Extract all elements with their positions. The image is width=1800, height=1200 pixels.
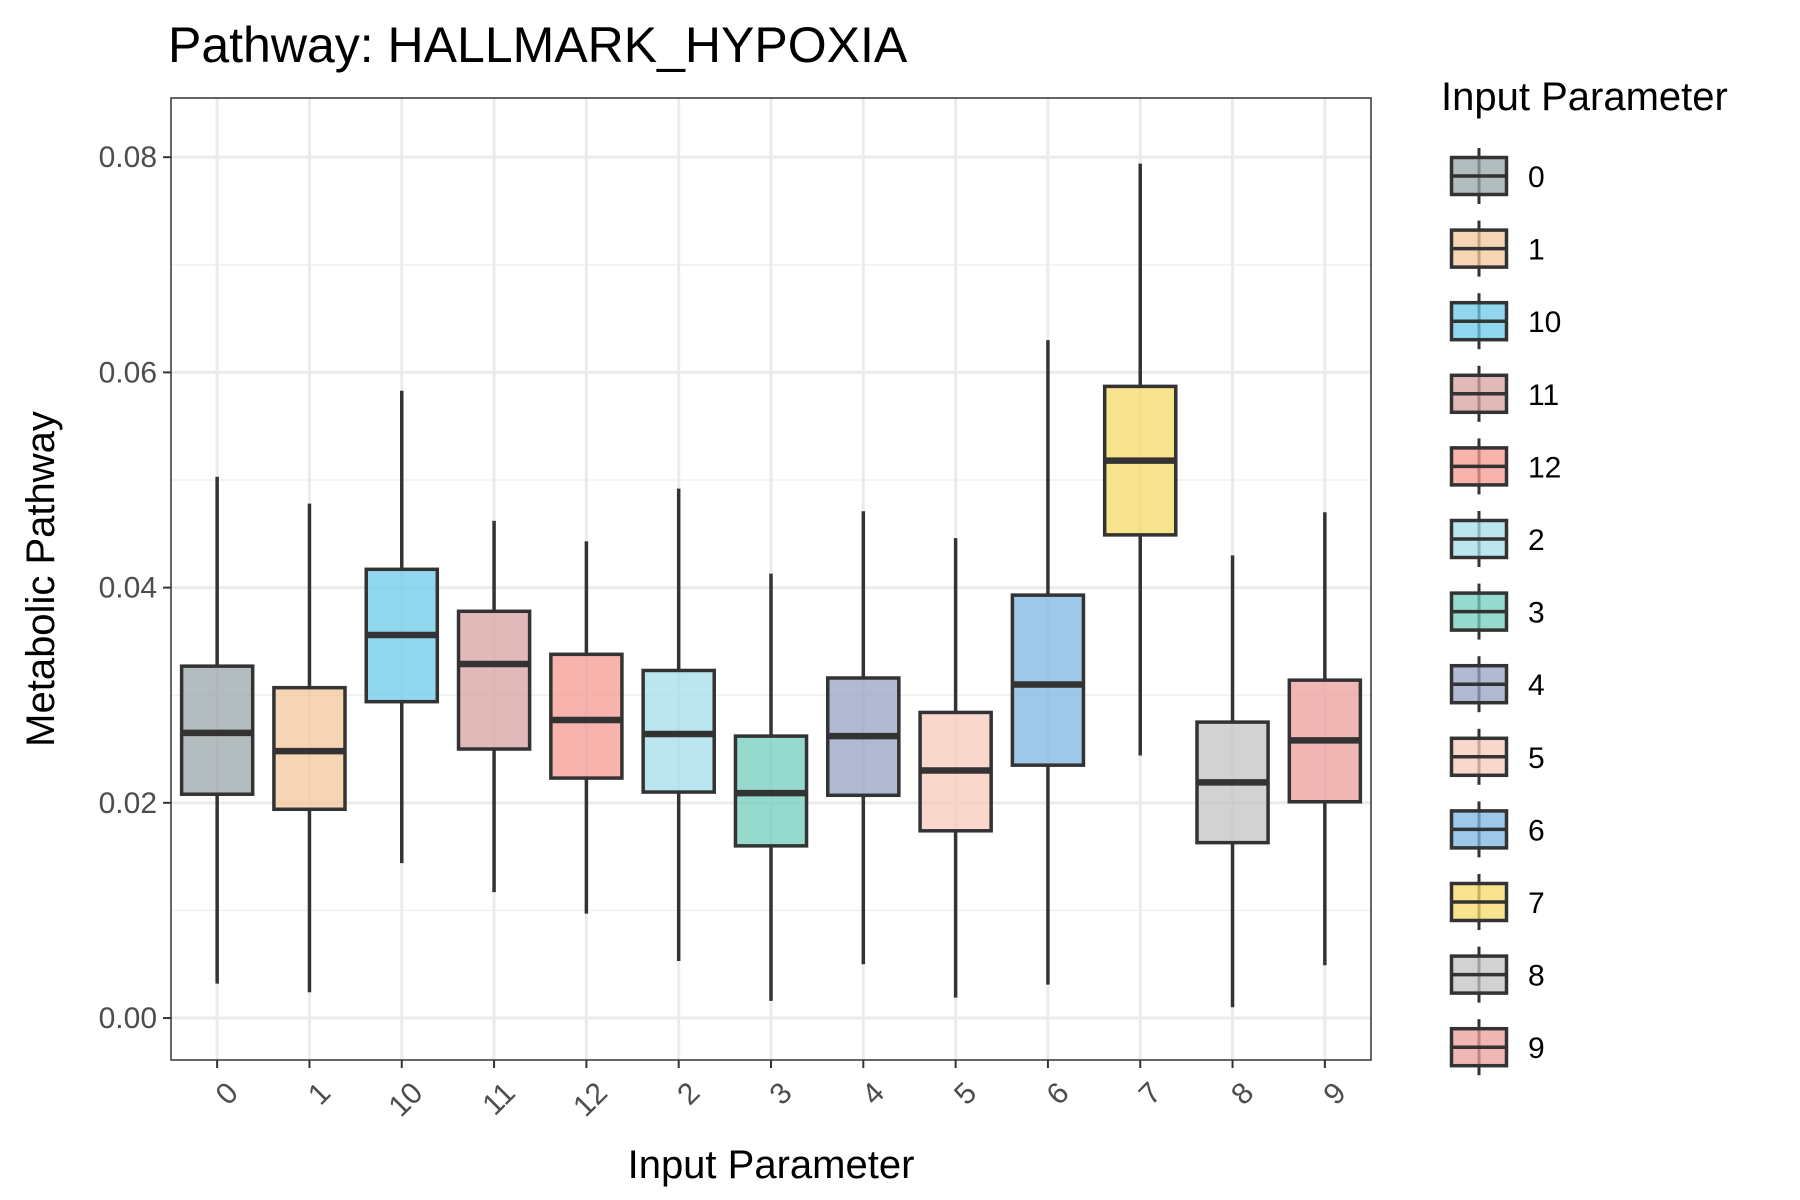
y-tick-label: 0.00: [99, 1002, 157, 1035]
legend-label: 2: [1528, 524, 1545, 557]
box-0: [179, 476, 255, 984]
box-body: [1010, 593, 1086, 767]
box-7: [1102, 163, 1178, 756]
axis-layer: 0.00 0.02 0.04 0.06 0.08 0 1 10 11 12 2 3 4 5 6 7 8 9: [99, 141, 1353, 1123]
legend-label: 9: [1528, 1032, 1545, 1065]
box-5: [918, 538, 993, 998]
legend-label: 5: [1528, 742, 1545, 775]
x-tick-label: 12: [567, 1076, 614, 1123]
legend-label: 4: [1528, 669, 1545, 702]
legend-item-9: 9: [1449, 1019, 1545, 1076]
legend-item-4: 4: [1449, 656, 1545, 713]
x-tick-label: 10: [382, 1076, 429, 1123]
box-9: [1287, 512, 1363, 966]
legend-item-5: 5: [1449, 728, 1545, 785]
x-axis-title: Input Parameter: [628, 1143, 915, 1187]
x-tick-label: 2: [671, 1076, 706, 1111]
legend-label: 0: [1528, 161, 1545, 194]
legend-item-0: 0: [1449, 148, 1545, 204]
y-tick-label: 0.02: [99, 787, 157, 820]
y-tick-label: 0.06: [99, 356, 157, 389]
x-tick-label: 6: [1040, 1076, 1075, 1111]
x-tick-label: 3: [764, 1076, 799, 1111]
box-body: [456, 609, 532, 751]
legend-title: Input Parameter: [1441, 75, 1728, 119]
legend-label: 6: [1528, 814, 1545, 847]
chart-title: Pathway: HALLMARK_HYPOXIA: [168, 17, 908, 73]
box-11: [456, 520, 532, 893]
x-tick-label: 11: [476, 1076, 521, 1121]
box-body: [549, 652, 624, 780]
box-1: [272, 503, 347, 993]
legend-label: 11: [1528, 379, 1559, 412]
legend-item-3: 3: [1449, 583, 1545, 640]
y-axis-title: Metabolic Pathway: [19, 411, 63, 747]
legend-label: 12: [1528, 451, 1561, 484]
x-tick-label: 9: [1317, 1076, 1352, 1111]
box-3: [733, 573, 809, 1001]
box-10: [364, 390, 440, 864]
legend-item-2: 2: [1449, 511, 1545, 567]
legend-item-11: 11: [1449, 365, 1559, 422]
legend-item-7: 7: [1449, 874, 1545, 930]
box-6: [1010, 340, 1086, 985]
legend-item-1: 1: [1449, 220, 1545, 277]
legend-item-8: 8: [1449, 946, 1545, 1003]
x-tick-label: 8: [1225, 1076, 1260, 1111]
y-tick-label: 0.08: [99, 141, 157, 174]
x-tick-label: 1: [302, 1076, 337, 1111]
legend-label: 10: [1528, 306, 1561, 339]
legend-item-6: 6: [1449, 801, 1545, 858]
legend-item-10: 10: [1449, 293, 1561, 350]
box-12: [549, 541, 624, 914]
legend: 0 1 10 11 12 2 3 4 5 6 7 8 9: [1449, 148, 1561, 1076]
x-tick-label: 4: [856, 1076, 891, 1111]
box-layer: [179, 163, 1363, 1008]
box-2: [641, 488, 716, 962]
legend-item-12: 12: [1449, 438, 1561, 495]
box-4: [826, 511, 901, 965]
legend-label: 7: [1528, 887, 1545, 920]
legend-label: 8: [1528, 960, 1545, 993]
x-tick-label: 5: [948, 1076, 983, 1111]
legend-label: 3: [1528, 597, 1545, 630]
y-tick-label: 0.04: [99, 572, 157, 605]
x-tick-label: 0: [210, 1076, 245, 1111]
x-tick-label: 7: [1133, 1076, 1168, 1111]
legend-label: 1: [1528, 234, 1545, 267]
box-8: [1195, 555, 1270, 1008]
